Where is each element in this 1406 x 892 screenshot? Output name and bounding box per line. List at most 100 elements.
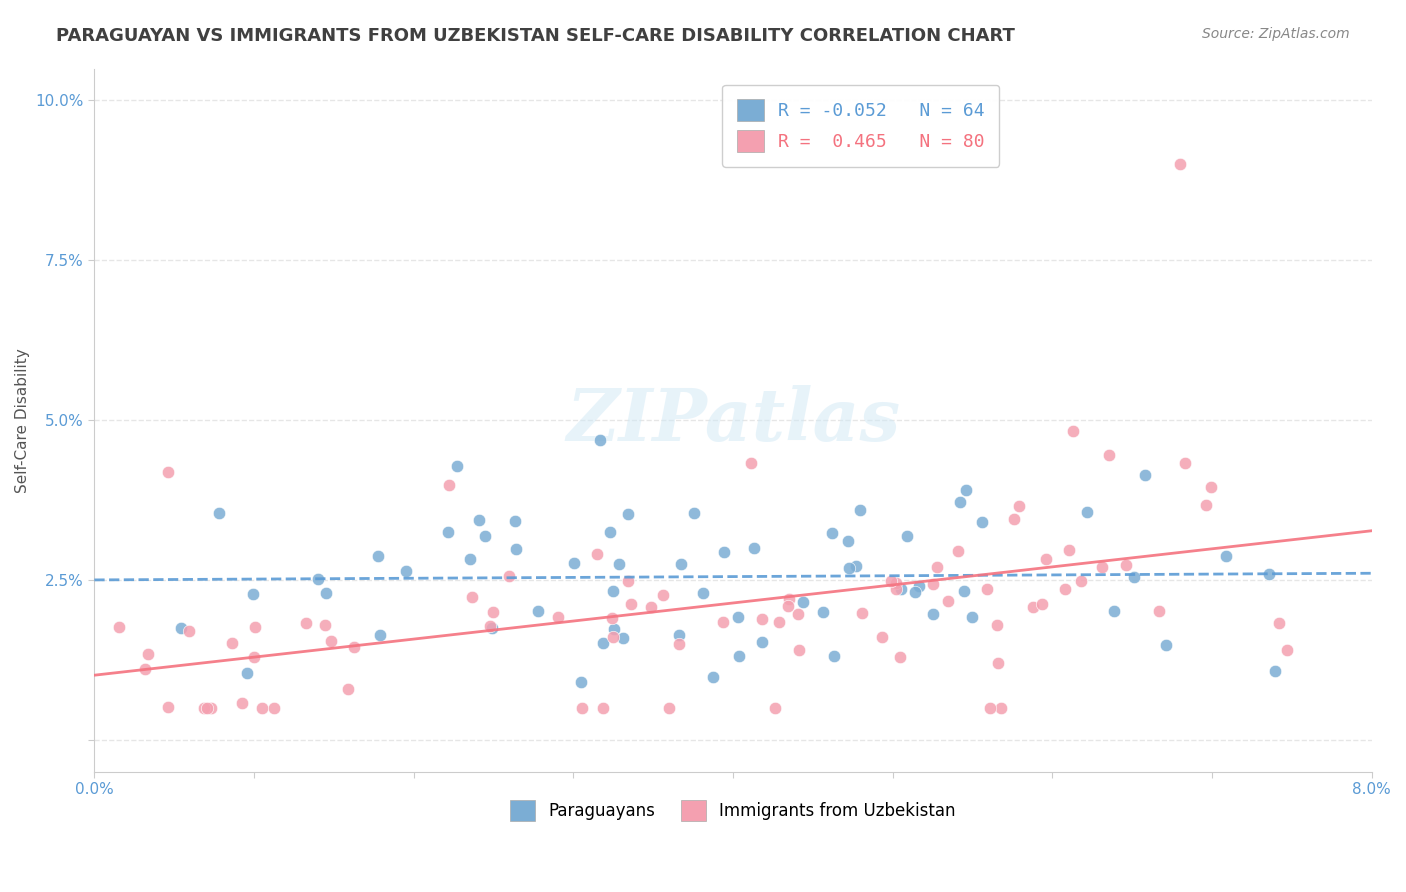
Point [1201,480,1223,494]
Point [778,592,800,607]
Point [976,582,998,596]
Point [792,595,814,609]
Point [368,627,391,641]
Point [1062,424,1084,438]
Point [751,612,773,626]
Point [1168,157,1191,171]
Point [603,622,626,636]
Point [884,582,907,597]
Point [617,507,640,521]
Point [658,701,681,715]
Point [1053,582,1076,596]
Point [599,524,621,539]
Point [936,593,959,607]
Point [1215,549,1237,564]
Point [592,701,614,715]
Point [1258,566,1281,581]
Point [990,701,1012,715]
Point [851,606,873,620]
Point [960,610,983,624]
Point [617,574,640,588]
Text: Source: ZipAtlas.com: Source: ZipAtlas.com [1202,27,1350,41]
Point [1091,559,1114,574]
Point [236,666,259,681]
Point [1264,664,1286,678]
Point [478,618,501,632]
Point [740,456,762,470]
Point [1133,468,1156,483]
Point [1275,643,1298,657]
Point [668,637,690,651]
Point [751,635,773,649]
Text: ZIPatlas: ZIPatlas [567,384,900,456]
Point [1098,448,1121,462]
Point [612,632,634,646]
Point [468,513,491,527]
Point [1008,499,1031,513]
Point [609,557,631,571]
Point [585,548,607,562]
Point [619,597,641,611]
Point [602,583,624,598]
Point [889,649,911,664]
Point [395,564,418,578]
Point [713,545,735,559]
Point [922,607,945,622]
Point [1102,603,1125,617]
Point [1002,512,1025,526]
Point [295,615,318,630]
Point [193,701,215,715]
Point [787,607,810,621]
Point [948,544,970,558]
Point [668,628,690,642]
Point [179,624,201,639]
Point [562,556,585,570]
Point [1035,552,1057,566]
Point [711,615,734,630]
Point [870,630,893,644]
Point [170,621,193,635]
Point [702,670,724,684]
Point [837,534,859,549]
Point [243,620,266,634]
Point [787,642,810,657]
Point [221,636,243,650]
Point [437,524,460,539]
Point [503,514,526,528]
Point [231,696,253,710]
Point [763,701,786,715]
Point [880,574,903,588]
Point [314,618,336,632]
Point [437,478,460,492]
Point [547,610,569,624]
Point [692,586,714,600]
Point [592,636,614,650]
Point [669,558,692,572]
Point [195,701,218,715]
Point [972,515,994,529]
Point [156,700,179,714]
Point [742,541,765,556]
Point [1122,569,1144,583]
Point [482,605,505,619]
Point [157,465,180,479]
Point [571,701,593,715]
Point [138,647,160,661]
Point [904,584,927,599]
Point [727,648,749,663]
Point [778,599,800,613]
Point [458,551,481,566]
Point [845,558,868,573]
Point [849,503,872,517]
Point [569,674,592,689]
Point [526,603,548,617]
Point [890,582,912,596]
Point [1268,616,1291,631]
Point [821,525,844,540]
Point [987,656,1010,670]
Point [1070,574,1092,588]
Point [600,611,623,625]
Point [682,507,704,521]
Y-axis label: Self-Care Disability: Self-Care Disability [15,348,30,492]
Point [727,609,749,624]
